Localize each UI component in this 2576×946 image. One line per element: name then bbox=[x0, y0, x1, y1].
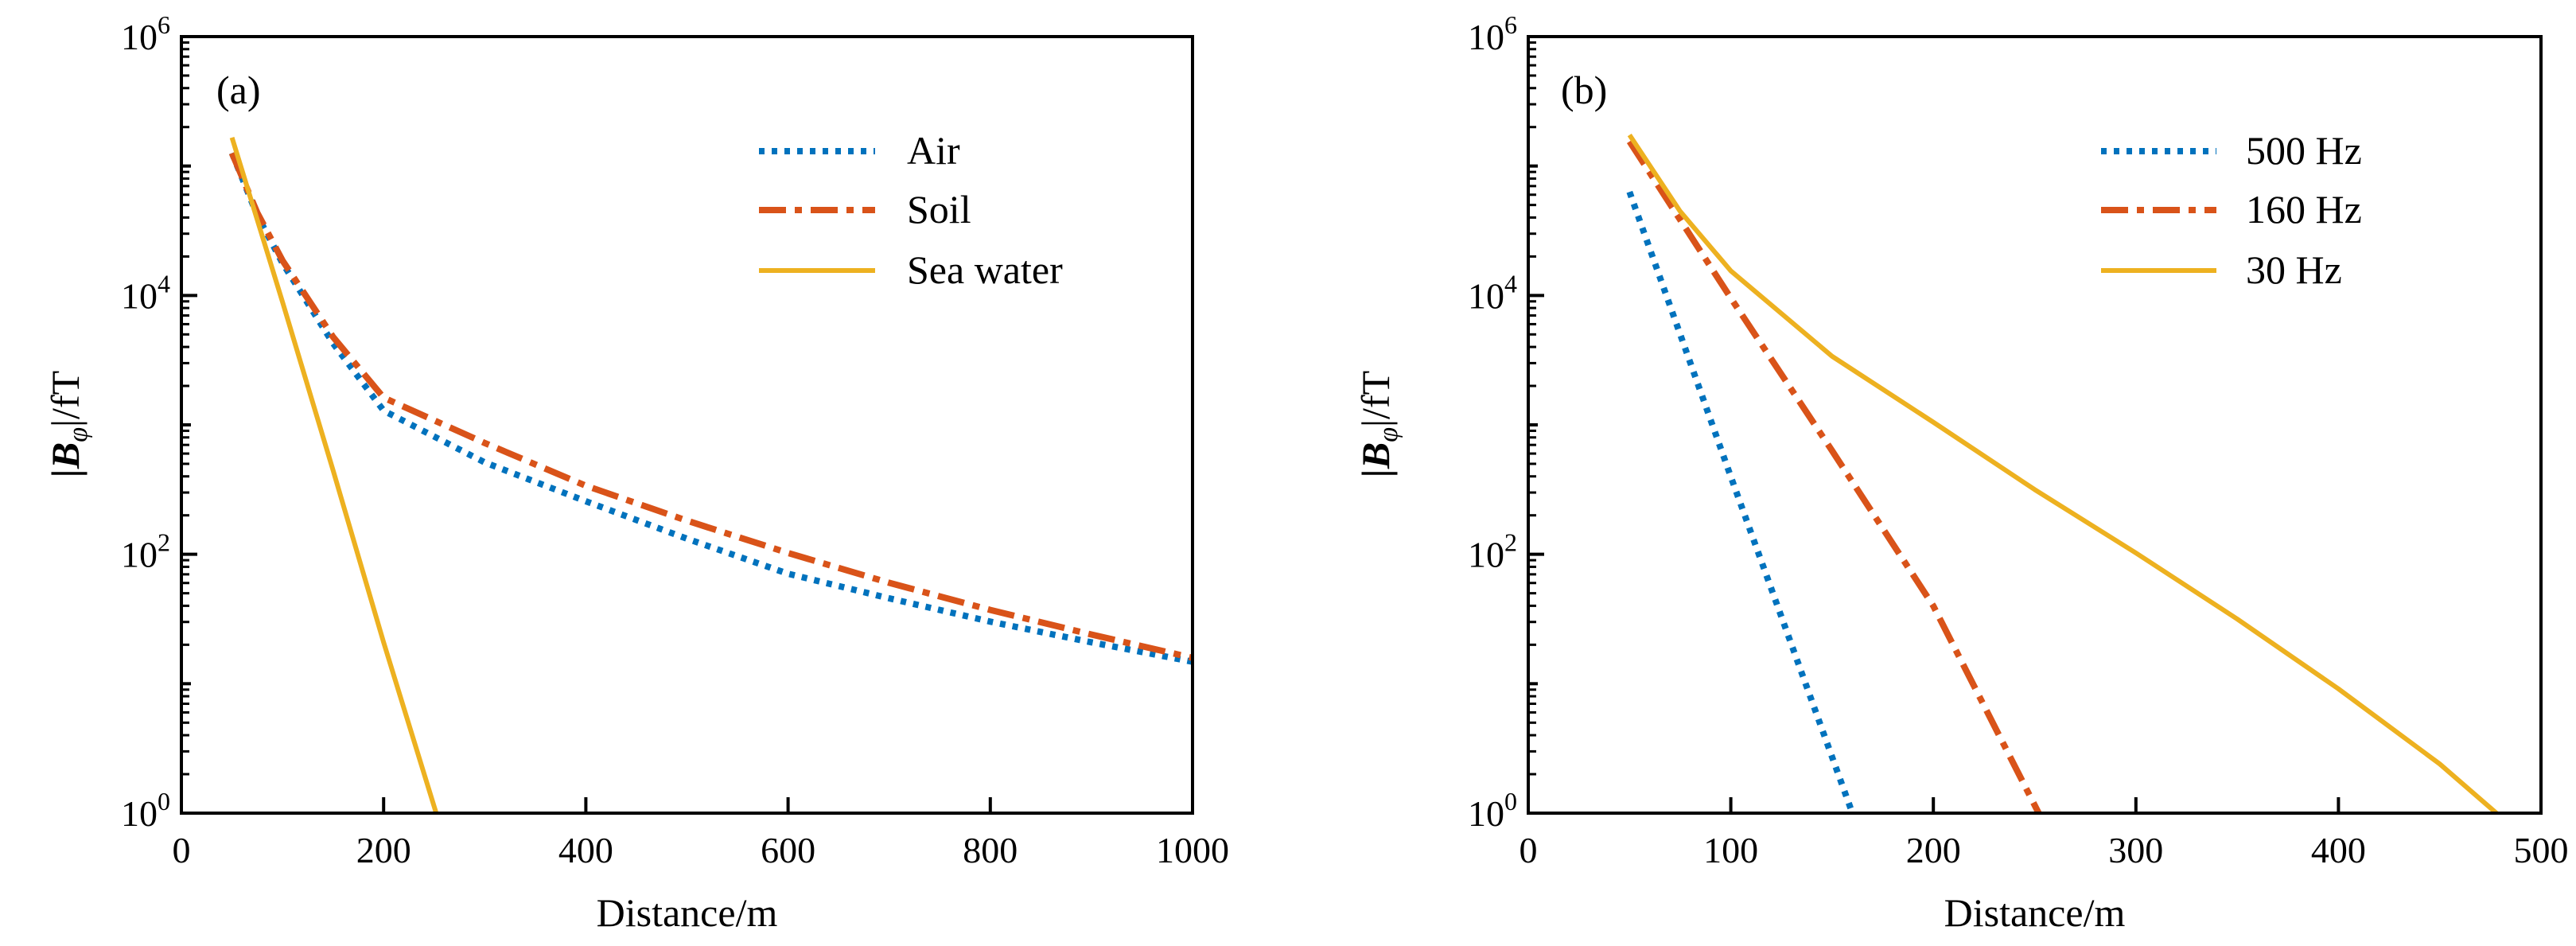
legend-label: 500 Hz bbox=[2246, 128, 2362, 173]
y-tick-label: 104 bbox=[1468, 269, 1517, 316]
x-tick-label: 0 bbox=[1520, 830, 1538, 870]
series-line-air bbox=[228, 151, 1193, 665]
legend: 500 Hz 160 Hz 30 Hz bbox=[2101, 128, 2362, 292]
y-axis-label: |Bφ|/fT bbox=[43, 371, 93, 477]
axes-frame bbox=[180, 35, 1194, 815]
series-line-sea-water bbox=[229, 137, 439, 813]
chart-panel-a: 100 102 104 106 0 200 400 600 800 1000 Distance/m |… bbox=[43, 10, 1229, 935]
y-tick-label: 100 bbox=[1468, 787, 1517, 834]
legend-label: 30 Hz bbox=[2246, 247, 2342, 292]
y-tick-label: 102 bbox=[1468, 528, 1517, 575]
y-tick-label: 106 bbox=[121, 10, 170, 57]
x-tick-label: 500 bbox=[2514, 830, 2569, 870]
panel-label: (a) bbox=[216, 68, 261, 112]
legend-label: 160 Hz bbox=[2246, 187, 2362, 232]
x-axis-label: Distance/m bbox=[1944, 890, 2126, 935]
y-tick-label: 102 bbox=[121, 528, 170, 575]
series-line-500-hz bbox=[1626, 190, 1856, 813]
y-axis-label: |Bφ|/fT bbox=[1353, 371, 1403, 477]
series-line-30-hz bbox=[1627, 133, 2498, 813]
x-tick-label: 200 bbox=[356, 830, 411, 870]
x-tick-label: 0 bbox=[173, 830, 191, 870]
x-tick-label: 400 bbox=[558, 830, 613, 870]
legend: Air Soil Sea water bbox=[759, 128, 1063, 292]
x-tick-label: 100 bbox=[1703, 830, 1758, 870]
x-tick-label: 300 bbox=[2108, 830, 2163, 870]
legend-label: Air bbox=[907, 128, 960, 173]
panel-label: (b) bbox=[1561, 68, 1607, 112]
series-line-soil bbox=[228, 151, 1193, 661]
y-tick-label: 106 bbox=[1468, 10, 1517, 57]
x-tick-label: 600 bbox=[761, 830, 815, 870]
y-tick-label: 100 bbox=[121, 787, 170, 834]
x-tick-label: 1000 bbox=[1156, 830, 1229, 870]
legend-label: Soil bbox=[907, 187, 971, 232]
legend-label: Sea water bbox=[907, 247, 1063, 292]
series-line-160-hz bbox=[1626, 139, 2042, 813]
y-tick-label: 104 bbox=[121, 269, 170, 316]
x-tick-label: 400 bbox=[2311, 830, 2366, 870]
x-axis-label: Distance/m bbox=[597, 890, 778, 935]
x-tick-label: 200 bbox=[1906, 830, 1961, 870]
axes-frame bbox=[1527, 35, 2543, 815]
x-tick-label: 800 bbox=[963, 830, 1018, 870]
